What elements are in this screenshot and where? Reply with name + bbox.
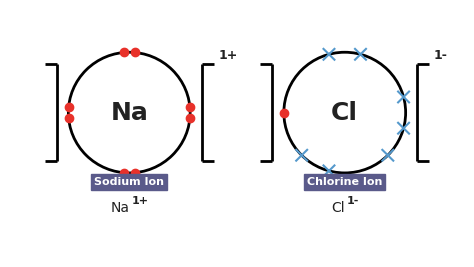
Text: 1-: 1- bbox=[434, 49, 447, 62]
Text: Na: Na bbox=[110, 101, 148, 125]
Text: Cl: Cl bbox=[331, 201, 345, 215]
Text: Cl: Cl bbox=[331, 101, 358, 125]
Text: 1-: 1- bbox=[347, 197, 359, 206]
Text: Chlorine Ion: Chlorine Ion bbox=[307, 177, 383, 187]
Text: 1+: 1+ bbox=[218, 49, 237, 62]
Text: Sodium Ion: Sodium Ion bbox=[94, 177, 164, 187]
Text: Na: Na bbox=[110, 201, 129, 215]
Text: 1+: 1+ bbox=[132, 197, 149, 206]
